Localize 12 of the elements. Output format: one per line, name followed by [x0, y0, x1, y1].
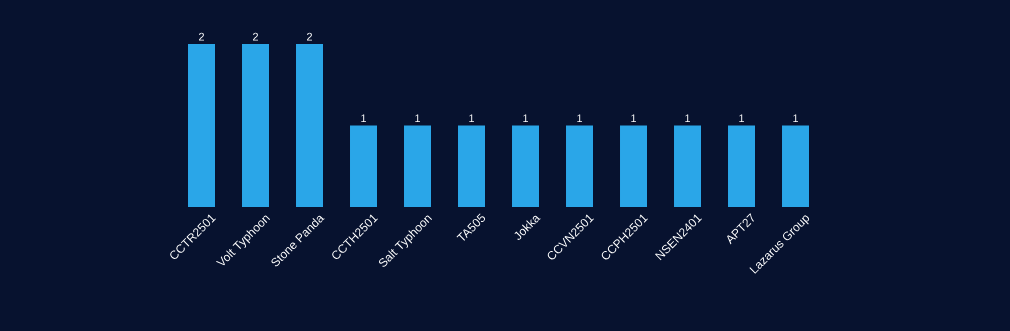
data-label: 2	[307, 32, 312, 41]
data-label: 2	[199, 32, 204, 41]
data-label: 1	[415, 114, 421, 122]
data-label: 1	[739, 114, 745, 122]
data-label: 1	[361, 114, 367, 122]
data-label: 1	[685, 114, 691, 122]
data-label: 1	[577, 114, 583, 122]
data-label: 1	[793, 114, 799, 122]
data-label: 1	[523, 114, 529, 122]
data-label: 1	[469, 114, 475, 122]
data-label: 1	[631, 114, 637, 122]
data-label: 2	[253, 32, 258, 41]
